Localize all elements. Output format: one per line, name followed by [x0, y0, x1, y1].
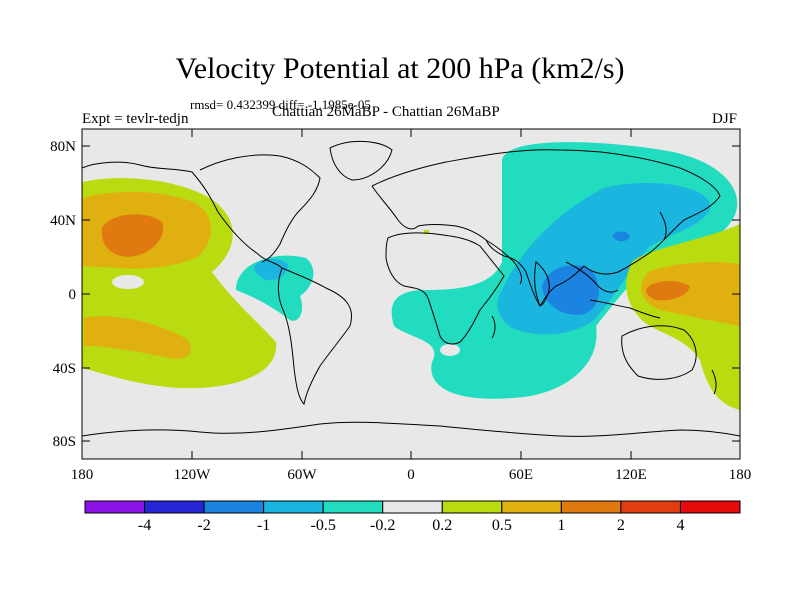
- colorbar-label: -0.2: [370, 517, 396, 534]
- map-field: [82, 129, 740, 459]
- colorbar-swatch: [620, 500, 681, 514]
- coastline-australia: [621, 325, 697, 380]
- colorbar-label: -2: [197, 517, 211, 534]
- colorbar-label: -1: [256, 517, 271, 534]
- colorbar-label: 0.2: [432, 517, 453, 534]
- colorbar-label: 2: [616, 517, 625, 534]
- contour-pos-05-west-south: [84, 316, 192, 359]
- y-tick-label: 0: [69, 287, 77, 303]
- colorbar-label: 0.5: [491, 517, 512, 534]
- colorbar-label: 1: [557, 517, 566, 534]
- colorbar-label: -0.5: [310, 517, 336, 534]
- coastline-madagascar: [491, 315, 496, 339]
- coastline-new-zealand: [711, 369, 717, 395]
- coastline-eurasia: [371, 149, 721, 307]
- x-axis-labels: 180 120W 60W 0 60E 120E 180: [71, 467, 752, 483]
- colorbar-label: 4: [676, 517, 685, 534]
- x-tick-label: 120E: [615, 467, 647, 483]
- y-tick-label: 80N: [50, 139, 76, 155]
- colorbar-swatch: [203, 500, 265, 514]
- coastline-indonesia: [589, 299, 661, 319]
- coastline-antarctica: [82, 421, 740, 437]
- stats-text: rmsd= 0.432399 diff= -1.1985e-05: [190, 97, 371, 112]
- colorbar-swatch: [263, 500, 324, 514]
- colorbar-swatch: [84, 500, 146, 514]
- x-tick-label: 180: [729, 467, 752, 483]
- x-tick-label: 120W: [174, 467, 212, 483]
- contour-pos-1-west: [101, 214, 164, 257]
- coastline-america-arctic: [199, 154, 321, 263]
- contour-neg-1-east: [542, 265, 599, 315]
- coastlines: [82, 140, 740, 437]
- coastline-india: [534, 261, 550, 306]
- colorbar-swatch: [382, 500, 443, 514]
- x-tick-label: 180: [71, 467, 94, 483]
- x-tick-label: 60W: [287, 467, 317, 483]
- coastline-japan: [659, 211, 667, 241]
- subtitle: Chattian 26MaBP - Chattian 26MaBP: [272, 104, 500, 120]
- contour-pos-1-wpac: [646, 281, 690, 301]
- coastline-southeast-asia: [565, 261, 619, 293]
- colorbar-label: -4: [137, 517, 152, 534]
- coastline-south-america: [277, 267, 352, 406]
- axis-ticks: [81, 129, 741, 459]
- y-tick-label: 40N: [50, 213, 76, 229]
- coastline-europe-med: [371, 185, 419, 230]
- contour-zero-south-africa: [440, 344, 460, 356]
- y-axis-labels: 80N 40N 0 40S 80S: [50, 139, 76, 450]
- coastline-north-america: [82, 161, 283, 269]
- y-tick-label: 40S: [53, 361, 76, 377]
- contour-neg-02-america: [236, 255, 314, 321]
- colorbar-swatch: [501, 500, 562, 514]
- colorbar-swatch: [441, 500, 503, 514]
- contour-pos-05-wpac: [641, 262, 740, 326]
- colorbar-swatch: [679, 500, 741, 514]
- coastline-arabia: [485, 239, 523, 285]
- season-label: DJF: [712, 111, 738, 127]
- contour-zero-west: [112, 275, 144, 289]
- colorbar: [84, 500, 741, 514]
- y-tick-label: 80S: [53, 434, 76, 450]
- x-tick-label: 60E: [509, 467, 533, 483]
- colorbar-swatch: [144, 500, 205, 514]
- contour-pos-small-africa: [424, 230, 429, 234]
- experiment-label: Expt = tevlr-tedjn: [82, 111, 189, 127]
- colorbar-swatch: [322, 500, 384, 514]
- plot-title: Velocity Potential at 200 hPa (km2/s): [175, 52, 625, 85]
- coastline-africa: [385, 232, 505, 345]
- coastline-greenland: [329, 140, 393, 181]
- x-tick-label: 0: [407, 467, 415, 483]
- colorbar-swatch: [560, 500, 622, 514]
- contour-neg-1-japan: [612, 231, 630, 242]
